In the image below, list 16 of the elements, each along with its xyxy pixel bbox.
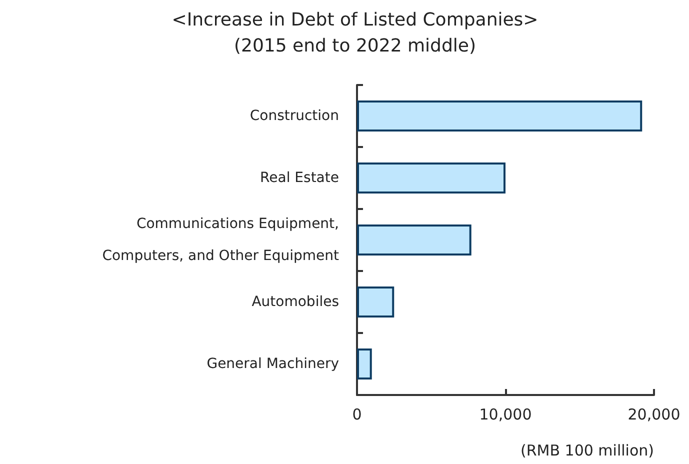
x-tick-label: 20,000	[628, 406, 680, 424]
y-tick-label: Real Estate	[260, 170, 339, 186]
y-tick-label: General Machinery	[206, 356, 339, 372]
bar	[357, 348, 372, 380]
x-tick-label: 0	[352, 406, 362, 424]
chart-title: <Increase in Debt of Listed Companies>	[172, 10, 538, 30]
y-tick-label: Communications Equipment, Computers, and Other Equipment	[102, 216, 340, 264]
bar	[357, 100, 642, 132]
bar	[357, 162, 506, 194]
y-tick-label: Automobiles	[252, 294, 339, 310]
bar	[357, 224, 472, 256]
bar	[357, 286, 394, 318]
y-tick-label: Construction	[250, 108, 339, 124]
x-axis-title: (RMB 100 million)	[520, 442, 654, 460]
chart-subtitle: (2015 end to 2022 middle)	[234, 36, 476, 56]
x-tick-label: 10,000	[479, 406, 532, 424]
